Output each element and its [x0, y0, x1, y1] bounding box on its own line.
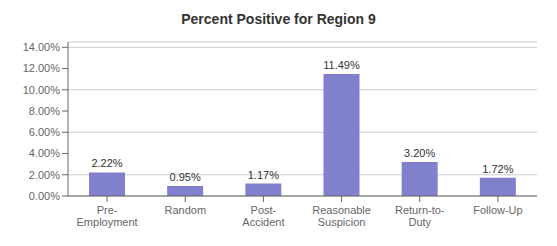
svg-text:Random: Random [164, 204, 206, 216]
svg-text:Pre-Employment: Pre-Employment [77, 204, 138, 228]
svg-text:1.17%: 1.17% [248, 169, 279, 181]
svg-text:Follow-Up: Follow-Up [473, 204, 523, 216]
svg-text:2.00%: 2.00% [29, 169, 60, 181]
svg-text:0.00%: 0.00% [29, 190, 60, 202]
svg-text:8.00%: 8.00% [29, 105, 60, 117]
svg-text:14.00%: 14.00% [23, 41, 61, 53]
svg-text:Return-to-Duty: Return-to-Duty [395, 204, 445, 228]
svg-text:Post-Accident: Post-Accident [242, 204, 284, 228]
svg-text:2.22%: 2.22% [91, 157, 122, 169]
svg-text:4.00%: 4.00% [29, 147, 60, 159]
svg-text:1.72%: 1.72% [482, 163, 513, 175]
svg-text:0.95%: 0.95% [170, 171, 201, 183]
svg-text:11.49%: 11.49% [323, 59, 360, 71]
svg-text:3.20%: 3.20% [404, 147, 435, 159]
svg-text:10.00%: 10.00% [23, 84, 61, 96]
svg-text:6.00%: 6.00% [29, 126, 60, 138]
svg-text:12.00%: 12.00% [23, 62, 61, 74]
html-text:Percent Positive for Region 9: Percent Positive for Region 9 [181, 11, 376, 27]
svg-text:ReasonableSuspicion: ReasonableSuspicion [312, 204, 371, 228]
